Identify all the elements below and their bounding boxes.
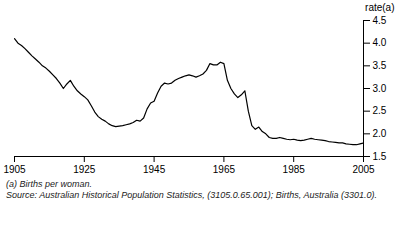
svg-text:4.0: 4.0 bbox=[373, 37, 387, 48]
svg-text:1985: 1985 bbox=[283, 164, 306, 175]
svg-text:1905: 1905 bbox=[3, 164, 26, 175]
svg-text:3.0: 3.0 bbox=[373, 83, 387, 94]
html-text:(a) Births per woman.: (a) Births per woman. bbox=[6, 179, 92, 189]
svg-text:3.5: 3.5 bbox=[373, 60, 387, 71]
svg-text:4.5: 4.5 bbox=[373, 15, 387, 26]
svg-text:1945: 1945 bbox=[143, 164, 166, 175]
svg-text:rate(a): rate(a) bbox=[365, 2, 394, 13]
svg-text:2.0: 2.0 bbox=[373, 128, 387, 139]
html-text:Source: Australian Historical: Source: Australian Historical Population… bbox=[6, 190, 377, 201]
svg-text:2005: 2005 bbox=[352, 164, 375, 175]
svg-text:2.5: 2.5 bbox=[373, 105, 387, 116]
svg-text:1965: 1965 bbox=[213, 164, 236, 175]
svg-text:1925: 1925 bbox=[73, 164, 96, 175]
svg-text:1.5: 1.5 bbox=[373, 151, 387, 162]
